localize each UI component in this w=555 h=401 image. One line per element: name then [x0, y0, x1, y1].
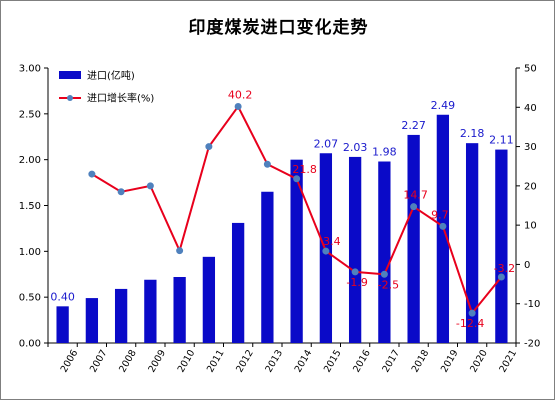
- growth-value-label: 3.4: [323, 235, 341, 248]
- x-tick-label: 2009: [146, 348, 168, 374]
- x-tick-label: 2012: [234, 348, 256, 374]
- y-right-tick-label: -20: [524, 339, 540, 350]
- legend-label-line: 进口增长率(%): [87, 92, 154, 105]
- bar-value-label: 2.11: [489, 134, 514, 147]
- bar: [85, 298, 99, 343]
- growth-value-label: 40.2: [228, 89, 253, 102]
- growth-value-label: -1.9: [346, 276, 367, 289]
- growth-value-label: 21.8: [292, 163, 317, 176]
- chart-title: 印度煤炭进口变化走势: [188, 18, 369, 38]
- y-right-tick-label: 30: [524, 142, 537, 153]
- growth-point: [117, 188, 125, 196]
- bar-value-label: 2.07: [314, 137, 339, 150]
- bar: [378, 161, 391, 343]
- growth-value-label: 9.7: [431, 208, 449, 221]
- y-right-tick-label: 50: [524, 64, 537, 75]
- growth-point: [497, 273, 505, 281]
- x-tick-label: 2021: [497, 348, 519, 374]
- y-left-tick-label: 2.00: [19, 155, 41, 166]
- y-right-tick-label: -10: [524, 299, 540, 310]
- growth-point: [263, 160, 271, 168]
- growth-point: [146, 182, 154, 190]
- y-left-tick-label: 0.50: [19, 293, 41, 304]
- growth-point: [468, 309, 476, 317]
- x-tick-label: 2011: [205, 348, 227, 374]
- growth-point: [410, 203, 418, 211]
- y-left-tick-label: 1.50: [19, 201, 41, 212]
- growth-point: [234, 103, 242, 110]
- growth-value-label: -3.2: [494, 262, 515, 275]
- legend-label-bar: 进口(亿吨): [87, 69, 135, 82]
- y-left-tick-label: 0.00: [19, 339, 41, 350]
- growth-point: [351, 268, 359, 276]
- bar: [231, 222, 245, 343]
- bar-value-label: 0.40: [50, 290, 75, 303]
- bar: [348, 156, 362, 343]
- growth-point: [88, 170, 96, 178]
- bar-value-label: 2.27: [401, 119, 426, 132]
- x-tick-label: 2014: [293, 348, 315, 374]
- y-left-tick-label: 1.00: [19, 247, 41, 258]
- x-tick-label: 2020: [468, 348, 490, 374]
- bar-value-label: 2.18: [460, 127, 485, 140]
- x-tick-label: 2010: [176, 348, 198, 374]
- bar: [261, 191, 274, 343]
- x-tick-label: 2018: [410, 348, 432, 374]
- y-left-tick-label: 2.50: [19, 109, 41, 120]
- bar: [407, 134, 420, 343]
- x-tick-label: 2007: [88, 348, 110, 374]
- x-tick-label: 2006: [59, 348, 81, 374]
- y-right-tick-label: 40: [524, 103, 537, 114]
- bar: [114, 288, 128, 343]
- x-tick-label: 2016: [351, 348, 373, 374]
- bar-value-label: 2.49: [431, 99, 456, 112]
- x-tick-label: 2019: [439, 348, 461, 374]
- x-tick-label: 2013: [263, 348, 285, 374]
- x-tick-label: 2017: [380, 348, 402, 374]
- x-tick-label: 2008: [117, 348, 139, 374]
- x-tick-label: 2015: [322, 348, 344, 374]
- y-right-tick-label: 10: [524, 221, 537, 232]
- growth-point: [439, 222, 447, 230]
- bar: [56, 306, 69, 343]
- bar: [202, 256, 216, 343]
- growth-point: [176, 247, 184, 255]
- bar: [173, 277, 186, 343]
- y-right-tick-label: 20: [524, 181, 537, 192]
- legend-swatch-marker: [67, 95, 73, 101]
- growth-value-label: 14.7: [403, 189, 428, 202]
- growth-point: [380, 270, 388, 278]
- y-right-tick-label: 0: [524, 260, 530, 271]
- bar: [144, 279, 157, 343]
- growth-point: [322, 247, 330, 255]
- growth-value-label: -12.4: [456, 317, 484, 330]
- growth-point: [293, 175, 301, 183]
- bar: [495, 149, 508, 343]
- bar: [465, 143, 479, 343]
- y-left-tick-label: 3.00: [19, 64, 41, 75]
- bar: [290, 159, 303, 343]
- bar-value-label: 2.03: [343, 141, 368, 154]
- legend-swatch-bar: [59, 71, 81, 79]
- growth-value-label: -2.5: [378, 278, 399, 291]
- bar-value-label: 1.98: [372, 146, 397, 159]
- growth-point: [205, 143, 213, 151]
